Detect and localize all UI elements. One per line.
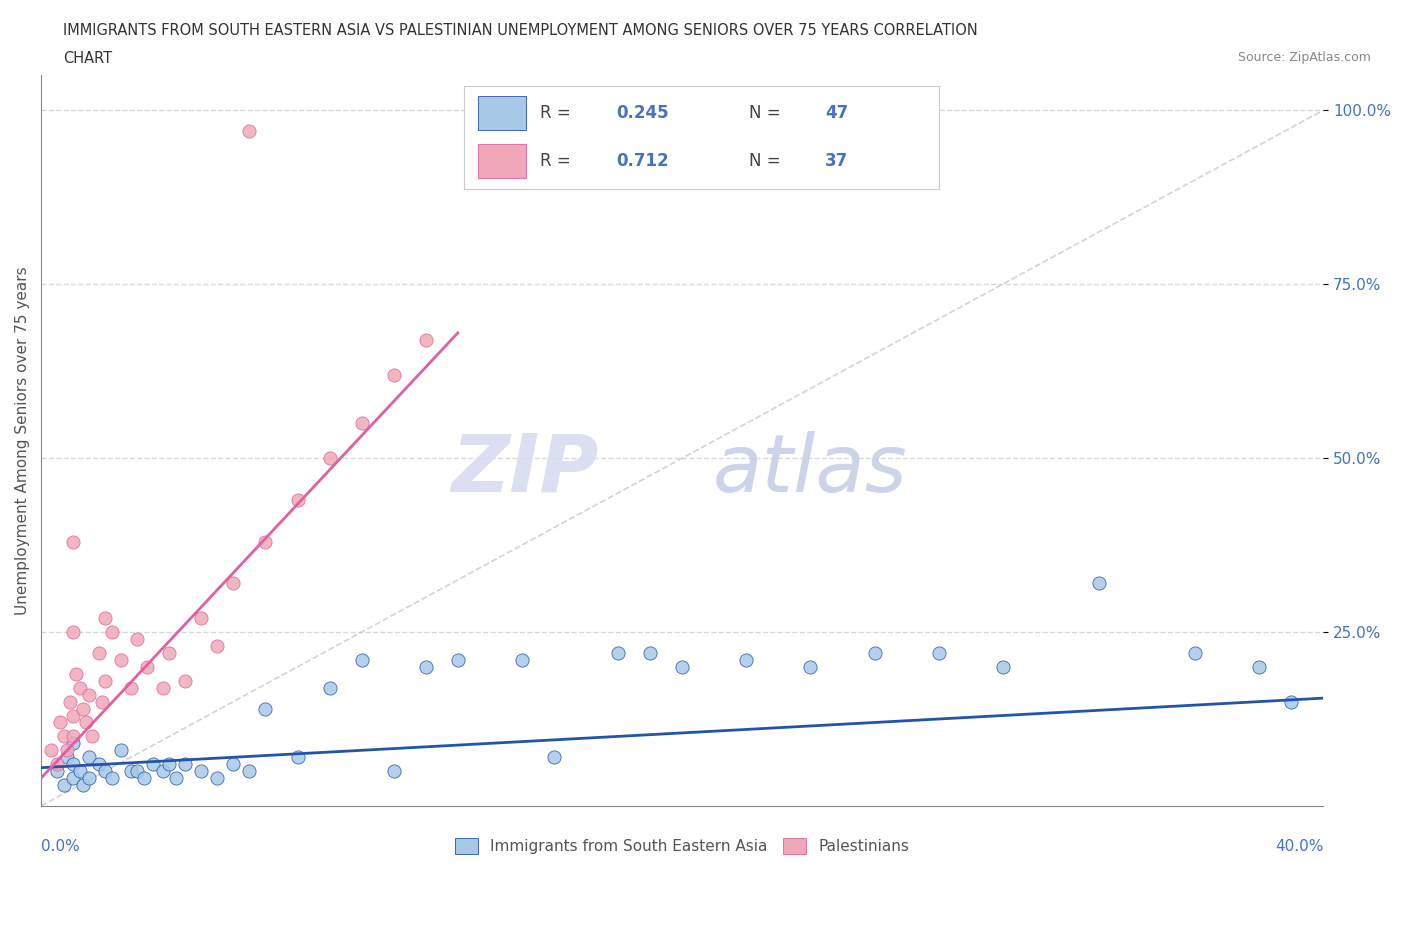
Point xyxy=(69,680,91,695)
Point xyxy=(62,625,84,640)
Text: CHART: CHART xyxy=(63,51,112,66)
Point xyxy=(62,708,84,723)
Point xyxy=(55,743,77,758)
Point xyxy=(91,694,114,709)
Point xyxy=(110,743,132,758)
Point xyxy=(132,771,155,786)
Text: atlas: atlas xyxy=(713,431,908,509)
Point xyxy=(190,764,212,778)
Point xyxy=(238,124,260,139)
Point xyxy=(174,757,197,772)
Point xyxy=(318,680,340,695)
Point xyxy=(62,771,84,786)
Point xyxy=(254,701,277,716)
Point xyxy=(52,729,75,744)
Point xyxy=(135,659,157,674)
Point xyxy=(254,534,277,549)
Text: ZIP: ZIP xyxy=(451,431,599,509)
Point xyxy=(46,764,69,778)
Point xyxy=(799,659,821,674)
Point xyxy=(127,764,149,778)
Point xyxy=(157,645,180,660)
Point xyxy=(65,666,87,681)
Point xyxy=(607,645,630,660)
Point xyxy=(94,764,117,778)
Point xyxy=(543,750,565,764)
Point xyxy=(207,639,229,654)
Point xyxy=(1184,645,1206,660)
Point xyxy=(62,757,84,772)
Point xyxy=(174,673,197,688)
Point xyxy=(62,729,84,744)
Point xyxy=(222,576,245,591)
Point xyxy=(157,757,180,772)
Point xyxy=(62,736,84,751)
Point xyxy=(350,416,373,431)
Point xyxy=(1279,694,1302,709)
Point xyxy=(350,653,373,668)
Point xyxy=(77,771,100,786)
Point xyxy=(87,645,110,660)
Point xyxy=(190,611,212,626)
Point xyxy=(165,771,187,786)
Point xyxy=(510,653,533,668)
Point xyxy=(382,367,405,382)
Point xyxy=(82,729,104,744)
Point xyxy=(120,764,142,778)
Point xyxy=(238,764,260,778)
Point xyxy=(415,659,437,674)
Point xyxy=(94,673,117,688)
Point xyxy=(382,764,405,778)
Point xyxy=(222,757,245,772)
Point xyxy=(447,653,470,668)
Point xyxy=(75,715,97,730)
Text: Source: ZipAtlas.com: Source: ZipAtlas.com xyxy=(1237,51,1371,64)
Point xyxy=(100,771,122,786)
Point xyxy=(110,653,132,668)
Point xyxy=(59,694,82,709)
Point xyxy=(77,687,100,702)
Point xyxy=(120,680,142,695)
Point xyxy=(638,645,661,660)
Point xyxy=(735,653,758,668)
Text: 40.0%: 40.0% xyxy=(1275,839,1323,854)
Point xyxy=(671,659,693,674)
Point xyxy=(62,534,84,549)
Point xyxy=(87,757,110,772)
Point xyxy=(207,771,229,786)
Point xyxy=(318,451,340,466)
Point xyxy=(287,492,309,507)
Point xyxy=(72,777,94,792)
Point xyxy=(55,750,77,764)
Point xyxy=(77,750,100,764)
Point xyxy=(69,764,91,778)
Point xyxy=(928,645,950,660)
Point xyxy=(415,332,437,347)
Point xyxy=(152,764,174,778)
Y-axis label: Unemployment Among Seniors over 75 years: Unemployment Among Seniors over 75 years xyxy=(15,266,30,615)
Point xyxy=(287,750,309,764)
Point xyxy=(1249,659,1271,674)
Point xyxy=(1088,576,1111,591)
Point xyxy=(49,715,72,730)
Point xyxy=(52,777,75,792)
Point xyxy=(152,680,174,695)
Point xyxy=(142,757,165,772)
Point xyxy=(94,611,117,626)
Text: IMMIGRANTS FROM SOUTH EASTERN ASIA VS PALESTINIAN UNEMPLOYMENT AMONG SENIORS OVE: IMMIGRANTS FROM SOUTH EASTERN ASIA VS PA… xyxy=(63,23,979,38)
Point xyxy=(39,743,62,758)
Point xyxy=(991,659,1014,674)
Text: 0.0%: 0.0% xyxy=(41,839,80,854)
Point xyxy=(863,645,886,660)
Point xyxy=(72,701,94,716)
Legend: Immigrants from South Eastern Asia, Palestinians: Immigrants from South Eastern Asia, Pale… xyxy=(449,832,915,860)
Point xyxy=(46,757,69,772)
Point xyxy=(100,625,122,640)
Point xyxy=(127,631,149,646)
